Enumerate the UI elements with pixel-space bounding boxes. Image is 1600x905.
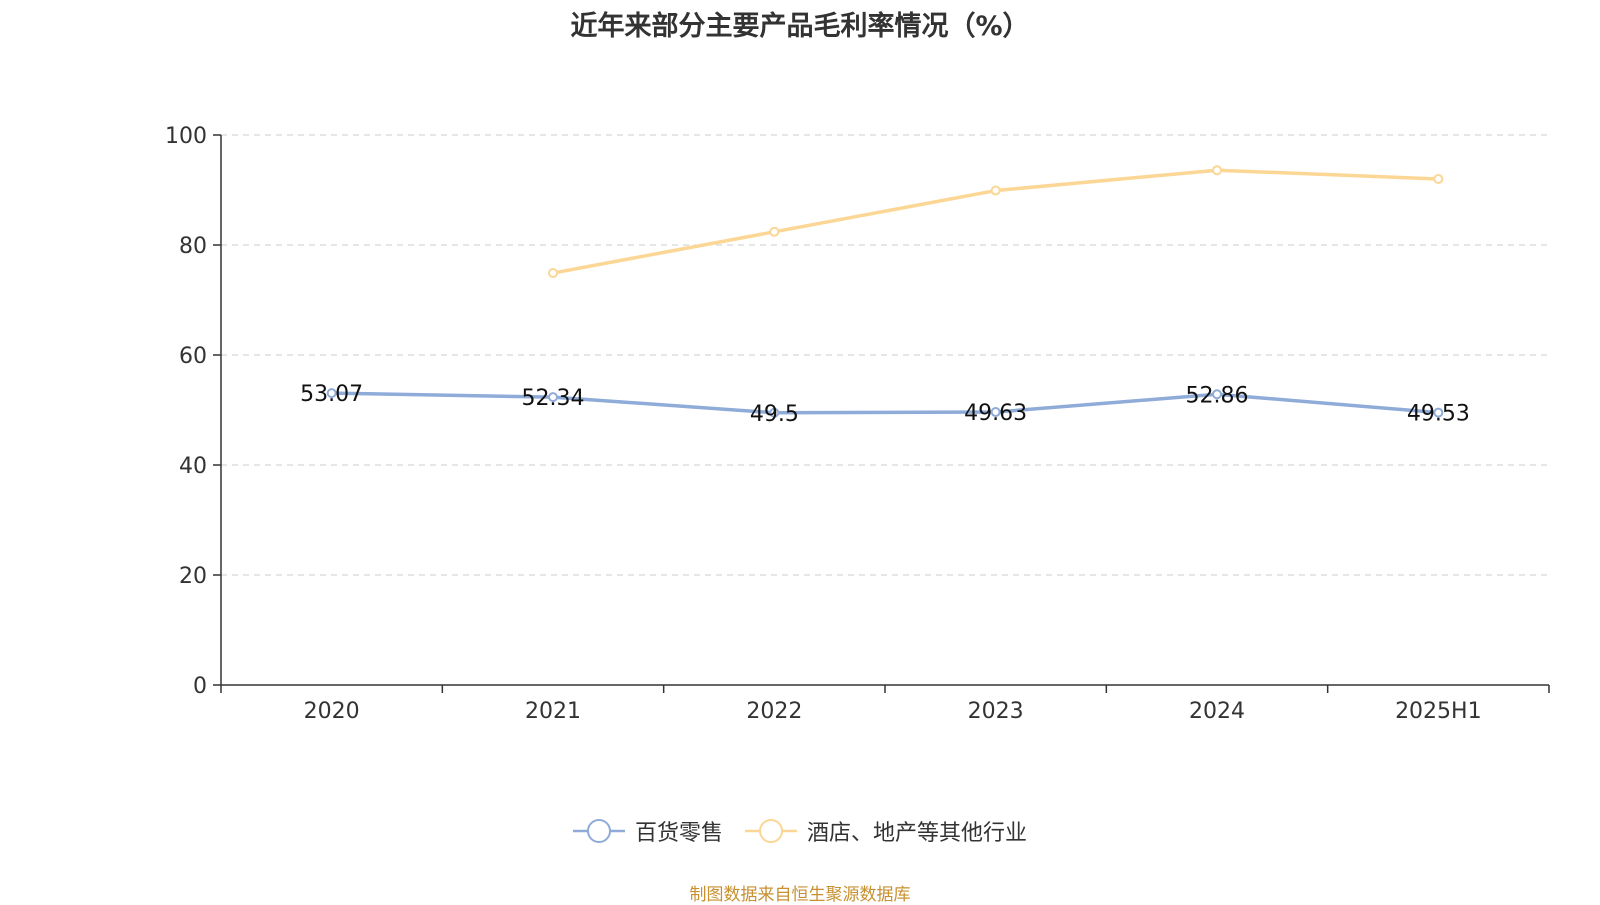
y-tick-label: 100: [165, 124, 207, 149]
data-point: [1433, 174, 1444, 184]
legend-item-series-0[interactable]: 百货零售: [572, 815, 723, 847]
y-tick-label: 80: [179, 234, 207, 259]
data-point: [326, 388, 337, 399]
x-tick-label: 2020: [304, 699, 360, 724]
y-tick-label: 0: [193, 674, 207, 699]
data-label: 52.86: [1186, 383, 1249, 408]
data-point: [769, 226, 780, 237]
x-tick-label: 2023: [968, 699, 1024, 724]
data-label-layer: 53.07 52.34 49.5 49.63 52.86 49.53: [300, 382, 1470, 427]
series-line-0: [331, 391, 1439, 415]
y-tick-label: 60: [179, 344, 207, 369]
data-label: 53.07: [300, 382, 363, 407]
y-tick-label: 40: [179, 454, 207, 479]
x-tick-label: 2021: [525, 699, 581, 724]
legend: 百货零售 酒店、地产等其他行业: [0, 815, 1600, 847]
data-point: [769, 407, 780, 418]
chart-title: 近年来部分主要产品毛利率情况（%）: [570, 11, 1030, 42]
data-label: 49.5: [750, 402, 799, 427]
y-tick-label: 20: [179, 564, 207, 589]
grid-layer: [221, 134, 1549, 576]
axis-layer: 0 20 40 60 80 100 2020 2021 2022 2023 2024 2025H1: [165, 124, 1550, 724]
legend-label: 百货零售: [634, 821, 723, 846]
x-tick-label: 2022: [746, 699, 802, 724]
data-point: [990, 185, 1001, 196]
data-label: 49.53: [1407, 402, 1470, 427]
data-point: [1433, 407, 1444, 418]
source-note: 制图数据来自恒生聚源数据库: [689, 885, 911, 905]
data-point: [548, 268, 558, 279]
x-tick-label: 2024: [1189, 699, 1245, 724]
legend-line-circle-icon: [745, 819, 797, 843]
data-label: 49.63: [964, 401, 1027, 426]
legend-label: 酒店、地产等其他行业: [807, 821, 1028, 846]
x-tick-label: 2025H1: [1395, 699, 1482, 724]
legend-line-circle-icon: [572, 819, 625, 843]
data-label: 52.34: [522, 386, 585, 411]
legend-item-series-1[interactable]: 酒店、地产等其他行业: [745, 815, 1027, 847]
data-point: [548, 392, 558, 403]
data-point: [1212, 165, 1222, 176]
data-point: [1212, 389, 1222, 400]
series-layer: [326, 165, 1444, 418]
data-point: [990, 407, 1001, 418]
